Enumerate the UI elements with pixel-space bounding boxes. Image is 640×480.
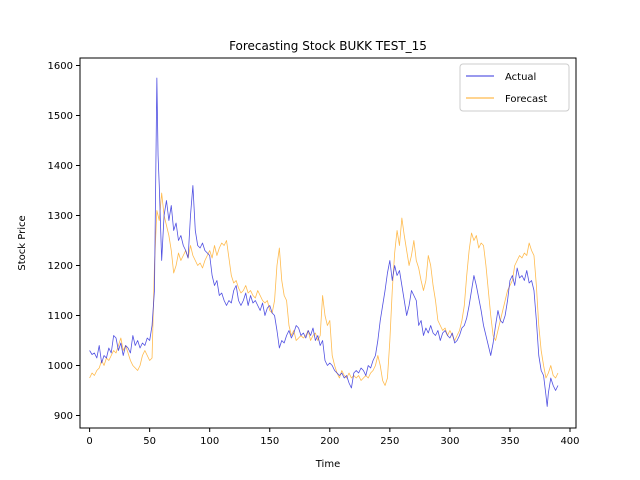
legend-label-forecast: Forecast bbox=[505, 94, 547, 105]
series-line-actual bbox=[89, 77, 559, 407]
y-tick-label: 1400 bbox=[48, 161, 73, 172]
y-tick-label: 1100 bbox=[48, 311, 73, 322]
x-axis-label: Time bbox=[315, 459, 340, 470]
y-tick-label: 1600 bbox=[48, 61, 73, 72]
y-axis: 900 1000 1100 1200 1300 1400 1500 1600 bbox=[48, 61, 80, 422]
x-tick-label: 250 bbox=[380, 436, 399, 447]
y-tick-label: 1200 bbox=[48, 261, 73, 272]
x-tick-label: 0 bbox=[86, 436, 92, 447]
legend-label-actual: Actual bbox=[505, 72, 536, 83]
x-tick-label: 100 bbox=[200, 436, 219, 447]
series-layer bbox=[89, 77, 559, 407]
y-tick-label: 1300 bbox=[48, 211, 73, 222]
x-tick-label: 400 bbox=[560, 436, 579, 447]
chart-title: Forecasting Stock BUKK TEST_15 bbox=[229, 39, 427, 53]
x-axis: 0 50 100 150 200 250 300 350 400 bbox=[86, 428, 580, 447]
plot-area-frame bbox=[79, 57, 577, 429]
x-tick-label: 300 bbox=[440, 436, 459, 447]
x-tick-label: 200 bbox=[320, 436, 339, 447]
x-tick-label: 150 bbox=[260, 436, 279, 447]
legend: Actual Forecast bbox=[459, 63, 570, 112]
y-tick-label: 900 bbox=[54, 411, 73, 422]
y-tick-label: 1500 bbox=[48, 111, 73, 122]
series-line-forecast bbox=[89, 192, 559, 386]
y-tick-label: 1000 bbox=[48, 361, 73, 372]
x-tick-label: 350 bbox=[500, 436, 519, 447]
x-tick-label: 50 bbox=[143, 436, 156, 447]
y-axis-label: Stock Price bbox=[17, 215, 28, 270]
